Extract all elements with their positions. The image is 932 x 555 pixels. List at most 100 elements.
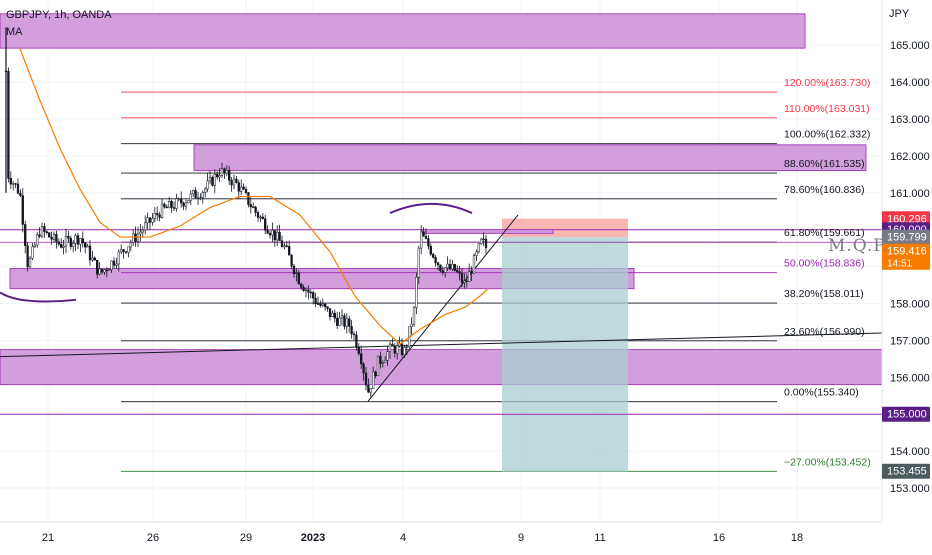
candle-body [345, 318, 348, 327]
candle-body [72, 243, 75, 247]
candle-body [108, 269, 111, 272]
x-tick-label: 9 [518, 532, 524, 544]
candle-body [206, 180, 209, 190]
candle-body [374, 371, 377, 377]
zone-159 [9, 268, 635, 290]
candle-body [302, 287, 305, 292]
price-tag-label: 159.416 [887, 246, 927, 258]
candle-body [381, 362, 384, 364]
candle-body [256, 212, 260, 218]
price-tag-label: 153.455 [887, 466, 927, 478]
candle-body [180, 198, 183, 204]
candle-body [201, 192, 204, 198]
candle-body [412, 307, 416, 325]
arc-top [389, 202, 473, 215]
candle-body [261, 216, 264, 220]
candle-body [465, 280, 468, 282]
candle-body [86, 245, 89, 248]
candle-body [417, 247, 420, 278]
fib-label: 61.80%(159.661) [784, 227, 865, 239]
candle-body [372, 371, 375, 389]
candle-body [424, 236, 428, 239]
candle-body [314, 297, 317, 304]
candle-body [307, 289, 310, 293]
candle-body [62, 245, 65, 248]
candle-body [453, 264, 456, 271]
moving-average-line [19, 48, 489, 345]
candle-body [141, 229, 144, 233]
fib-label: 88.60%(161.535) [784, 158, 865, 170]
candle-body [268, 232, 272, 236]
fib-label: 120.00%(163.730) [784, 77, 870, 89]
price-tag [882, 463, 930, 479]
candle-body [441, 270, 444, 273]
candle-body [429, 245, 432, 255]
candle-body [163, 203, 166, 208]
candle-body [326, 306, 329, 309]
y-tick-label: 164.000 [890, 77, 930, 89]
candle-body [84, 242, 87, 248]
candle-body [45, 231, 48, 233]
y-tick-label: 158.000 [890, 299, 930, 311]
indicator-label: MA [6, 26, 23, 38]
candle-body [410, 323, 413, 327]
candle-body [379, 355, 382, 364]
candle-body [81, 238, 84, 244]
candle-body [285, 245, 288, 247]
candle-body [211, 176, 214, 186]
long-trendline [0, 332, 883, 358]
fib-label: 78.60%(160.836) [784, 184, 865, 196]
candle-body [304, 289, 308, 292]
candle-body [168, 200, 171, 209]
candle-body [259, 216, 262, 219]
candle-body [376, 355, 380, 377]
candle-body [57, 241, 60, 245]
x-tick-label: 18 [791, 532, 803, 544]
candle-body [278, 231, 281, 241]
price-tag [882, 229, 930, 245]
candle-body [396, 345, 399, 354]
candle-body [331, 312, 334, 317]
candle-body [14, 183, 17, 185]
candle-body [124, 251, 128, 253]
candle-body [216, 173, 219, 178]
candle-body [391, 343, 394, 347]
y-tick-label: 156.000 [890, 372, 930, 384]
candle-body [336, 317, 339, 326]
candle-body [208, 176, 212, 182]
price-tag [882, 406, 930, 422]
y-tick-label: 162.000 [890, 151, 930, 163]
candle-body [338, 317, 341, 326]
candle-body [240, 186, 243, 192]
candle-body [74, 235, 77, 244]
candle-body [328, 308, 332, 317]
candle-body [175, 198, 178, 209]
y-tick-label: 153.000 [890, 483, 930, 495]
candle-body [436, 262, 440, 266]
candle-body [266, 230, 269, 234]
candle-body [468, 271, 471, 282]
candle-body [405, 346, 408, 348]
zone-165 [0, 13, 806, 49]
candle-body [393, 345, 396, 354]
zone-156 [0, 349, 883, 386]
candle-body [165, 206, 168, 209]
candle-body [237, 182, 240, 192]
chart-symbol-title: GBPJPY, 1h, OANDA [6, 9, 112, 21]
candle-body [427, 238, 430, 247]
candle-body [177, 198, 180, 200]
candle-body [290, 254, 293, 267]
candle-body [189, 193, 192, 201]
price-tag-label: 159.799 [887, 232, 927, 244]
rising-trendline [367, 214, 519, 402]
candle-body [21, 195, 24, 225]
fib-label: 110.00%(163.031) [784, 103, 870, 115]
y-tick-label: 163.000 [890, 114, 930, 126]
candle-body [223, 168, 226, 174]
candle-body [43, 225, 46, 232]
candle-body [319, 303, 322, 306]
candle-body [369, 388, 372, 393]
candle-body [254, 206, 257, 213]
